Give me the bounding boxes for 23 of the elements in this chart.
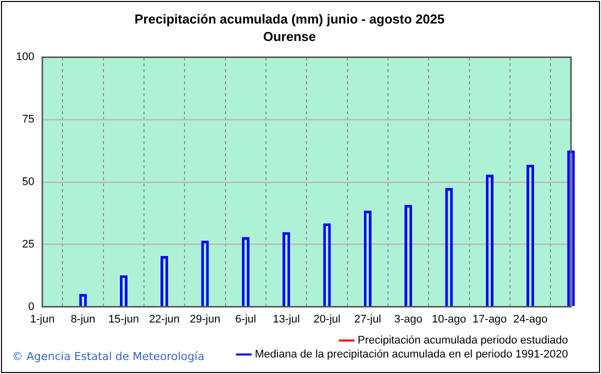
y-tick-label: 25 [22,238,34,250]
chart-subtitle: Ourense [263,28,316,44]
legend-label: Mediana de la precipitación acumulada en el periodo 1991-2020 [254,348,568,361]
y-tick-label: 100 [16,51,34,64]
x-tick-label: 13-jul [272,313,300,326]
x-tick-label: 1-jun [30,313,55,326]
x-tick-label: 22-jun [149,313,180,326]
chart-title: Precipitación acumulada (mm) junio - agosto 2025 [134,11,444,26]
x-tick-label: 20-jul [314,313,340,326]
x-tick-label: 6-jul [235,313,256,326]
legend-label: Precipitación acumulada periodo estudiado [358,334,568,347]
x-tick-label: 29-jun [190,313,220,326]
x-tick-label: 27-jul [354,313,382,326]
y-tick-label: 75 [22,114,34,126]
x-tick-label: 17-ago [472,313,507,326]
x-tick-label: 3-ago [394,313,422,326]
y-tick-label: 50 [22,176,34,188]
x-tick-label: 24-ago [513,313,548,326]
x-tick-label: 10-ago [432,313,466,326]
x-tick-label: 15-jun [108,313,139,326]
x-tick-label: 8-jun [70,313,96,326]
y-tick-label: 0 [28,300,34,313]
text: © Agencia Estatal de Meteorología [12,350,204,363]
